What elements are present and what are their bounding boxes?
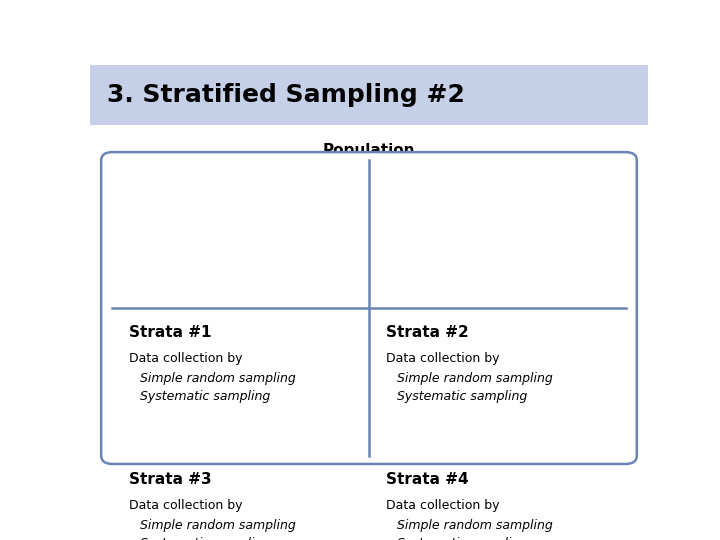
Text: Simple random sampling: Simple random sampling bbox=[397, 519, 553, 532]
Text: Strata #2: Strata #2 bbox=[386, 325, 469, 340]
Text: Systematic sampling: Systematic sampling bbox=[140, 389, 271, 402]
FancyBboxPatch shape bbox=[90, 65, 648, 125]
Text: Data collection by: Data collection by bbox=[386, 352, 499, 365]
Text: 3. Stratified Sampling #2: 3. Stratified Sampling #2 bbox=[107, 83, 464, 107]
FancyBboxPatch shape bbox=[101, 152, 637, 464]
Text: Strata #3: Strata #3 bbox=[129, 472, 212, 487]
Text: Data collection by: Data collection by bbox=[129, 352, 243, 365]
Text: Population: Population bbox=[323, 143, 415, 158]
Text: Simple random sampling: Simple random sampling bbox=[140, 372, 296, 384]
Text: Systematic sampling: Systematic sampling bbox=[140, 537, 271, 540]
Text: Data collection by: Data collection by bbox=[386, 500, 499, 512]
Text: Simple random sampling: Simple random sampling bbox=[397, 372, 553, 384]
Text: Strata #4: Strata #4 bbox=[386, 472, 469, 487]
Text: Systematic sampling: Systematic sampling bbox=[397, 537, 527, 540]
Text: Systematic sampling: Systematic sampling bbox=[397, 389, 527, 402]
Text: Strata #1: Strata #1 bbox=[129, 325, 212, 340]
Text: Data collection by: Data collection by bbox=[129, 500, 243, 512]
Text: Simple random sampling: Simple random sampling bbox=[140, 519, 296, 532]
